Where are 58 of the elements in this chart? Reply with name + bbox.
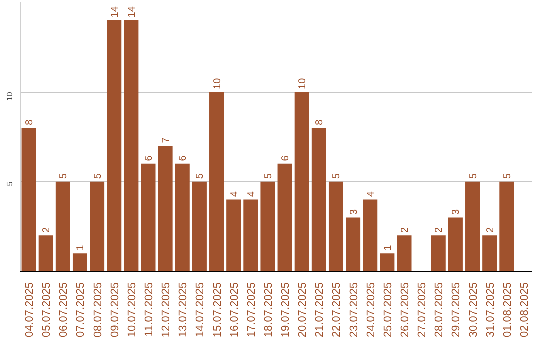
data-label: 7 xyxy=(161,137,172,144)
data-label: 1 xyxy=(76,244,87,251)
x-tick-label: 04.07.2025 xyxy=(24,282,36,338)
x-tick-label: 10.07.2025 xyxy=(126,282,138,338)
x-tick-label: 15.07.2025 xyxy=(212,282,224,338)
data-label: 5 xyxy=(195,173,206,180)
x-tick-label: 01.08.2025 xyxy=(502,282,514,338)
data-label: 2 xyxy=(434,226,446,233)
data-label: 4 xyxy=(366,191,377,198)
x-tick-label: 06.07.2025 xyxy=(58,282,70,338)
data-label: 5 xyxy=(502,173,514,180)
data-label: 6 xyxy=(280,155,292,162)
data-label: 5 xyxy=(263,173,274,180)
data-label: 14 xyxy=(126,6,138,18)
x-tick-label: 22.07.2025 xyxy=(331,282,344,338)
x-tick-label: 28.07.2025 xyxy=(434,282,446,338)
data-label: 3 xyxy=(451,209,462,216)
x-tick-label: 18.07.2025 xyxy=(262,282,275,338)
data-label: 2 xyxy=(42,226,53,233)
data-label: 2 xyxy=(400,226,411,233)
data-label: 5 xyxy=(468,173,480,180)
x-tick-label: 20.07.2025 xyxy=(297,282,310,338)
x-tick-label: 07.07.2025 xyxy=(75,282,88,338)
data-label: 14 xyxy=(110,6,121,18)
x-tick-label: 26.07.2025 xyxy=(400,282,412,338)
x-tick-label: 30.07.2025 xyxy=(468,282,480,338)
data-label: 4 xyxy=(229,191,240,198)
data-label: 5 xyxy=(58,173,70,180)
x-tick-label: 09.07.2025 xyxy=(109,282,122,338)
x-tick-label: 12.07.2025 xyxy=(160,282,173,338)
x-tick-label: 13.07.2025 xyxy=(178,282,190,338)
data-label: 3 xyxy=(348,209,360,216)
data-label: 10 xyxy=(212,78,224,90)
data-label: 8 xyxy=(24,119,36,126)
x-tick-label: 16.07.2025 xyxy=(228,282,241,338)
data-label: 6 xyxy=(178,155,190,162)
data-label: 1 xyxy=(382,244,394,251)
x-tick-label: 23.07.2025 xyxy=(348,282,360,338)
x-tick-label: 21.07.2025 xyxy=(314,282,326,338)
x-tick-label: 27.07.2025 xyxy=(416,282,429,338)
x-tick-label: 17.07.2025 xyxy=(246,282,258,338)
x-tick-label: 02.08.2025 xyxy=(518,282,531,338)
x-tick-label: 19.07.2025 xyxy=(280,282,292,338)
data-label: 2 xyxy=(485,226,496,233)
x-tick-label: 31.07.2025 xyxy=(484,282,497,338)
x-tick-label: 05.07.2025 xyxy=(41,282,54,338)
data-label: 8 xyxy=(314,119,326,126)
x-tick-label: 14.07.2025 xyxy=(194,282,207,338)
x-tick-label: 08.07.2025 xyxy=(92,282,104,338)
data-label: 5 xyxy=(332,173,343,180)
x-tick-label: 11.07.2025 xyxy=(144,282,156,337)
data-label: 4 xyxy=(246,191,258,198)
x-tick-label: 24.07.2025 xyxy=(365,282,378,338)
data-label: 5 xyxy=(92,173,104,180)
data-label: 10 xyxy=(298,78,309,90)
x-tick-label: 29.07.2025 xyxy=(450,282,463,338)
x-tick-label: 25.07.2025 xyxy=(382,282,394,338)
data-label: 6 xyxy=(144,155,155,162)
